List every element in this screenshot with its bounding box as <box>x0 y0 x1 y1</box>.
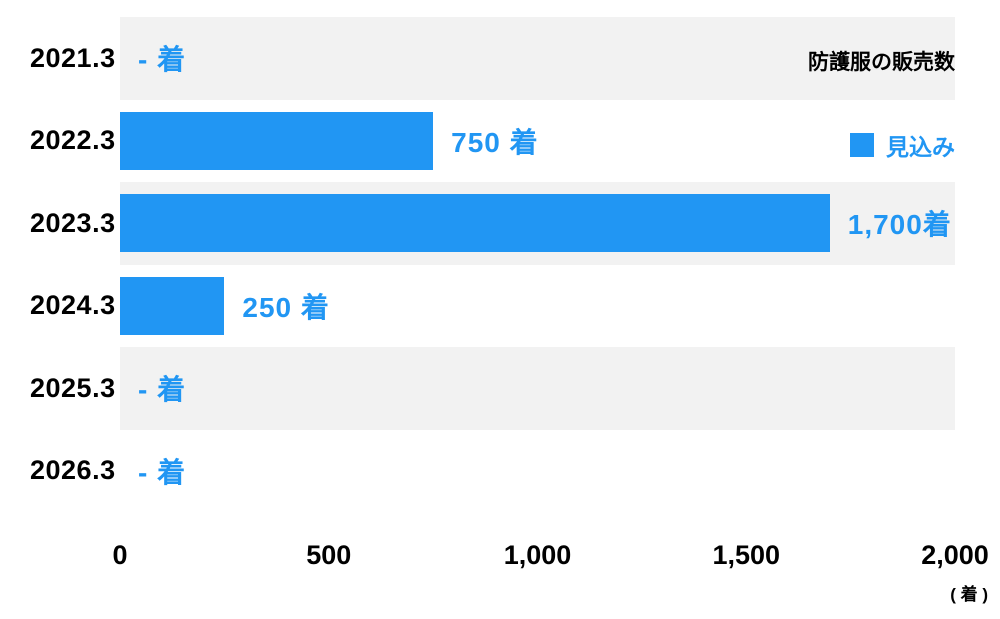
legend: 見込み <box>850 128 955 162</box>
row-band: 250 着 <box>120 264 955 347</box>
legend-label: 見込み <box>886 134 955 160</box>
category-label: 2026.3 <box>30 455 116 486</box>
chart-row: 2022.3 750 着 <box>0 99 955 182</box>
bar <box>120 194 830 253</box>
category-label: 2025.3 <box>30 372 116 403</box>
x-tick-label: 1,000 <box>503 540 572 570</box>
chart-row: 2024.3 250 着 <box>0 264 955 347</box>
chart-rows: 2021.3 - 着 2022.3 750 着 2023.3 1,700着 2024.3 25… <box>0 17 955 512</box>
x-tick-label: 1,500 <box>712 540 781 570</box>
value-label: - 着 <box>138 456 187 488</box>
row-band: 750 着 <box>120 99 955 182</box>
x-axis: 0 500 1,000 1,500 2,000 <box>112 540 988 576</box>
chart-row: 2025.3 - 着 <box>0 347 955 430</box>
category-label: 2023.3 <box>30 207 116 238</box>
bar <box>120 276 225 335</box>
bar <box>120 111 434 170</box>
x-tick-label: 500 <box>306 540 352 570</box>
value-label: 750 着 <box>451 126 539 158</box>
value-label: 1,700着 <box>847 209 952 241</box>
value-label: - 着 <box>138 44 187 76</box>
value-label: - 着 <box>138 374 187 406</box>
chart-title: 防護服の販売数 <box>808 51 955 74</box>
row-band: - 着 <box>120 347 955 430</box>
chart-row: 2023.3 1,700着 <box>0 182 955 265</box>
value-label: 250 着 <box>242 291 330 323</box>
x-tick-label: 2,000 <box>921 540 989 570</box>
x-axis-unit: ( 着 ) <box>950 585 988 604</box>
category-label: 2022.3 <box>30 125 116 156</box>
row-band: - 着 <box>120 429 955 512</box>
legend-swatch <box>850 133 874 157</box>
x-tick-label: 0 <box>112 540 128 570</box>
category-label: 2024.3 <box>30 290 116 321</box>
row-band: - 着 <box>120 17 955 100</box>
chart-row: 2021.3 - 着 <box>0 17 955 100</box>
chart-row: 2026.3 - 着 <box>0 429 955 512</box>
category-label: 2021.3 <box>30 42 116 73</box>
row-band: 1,700着 <box>120 182 955 265</box>
